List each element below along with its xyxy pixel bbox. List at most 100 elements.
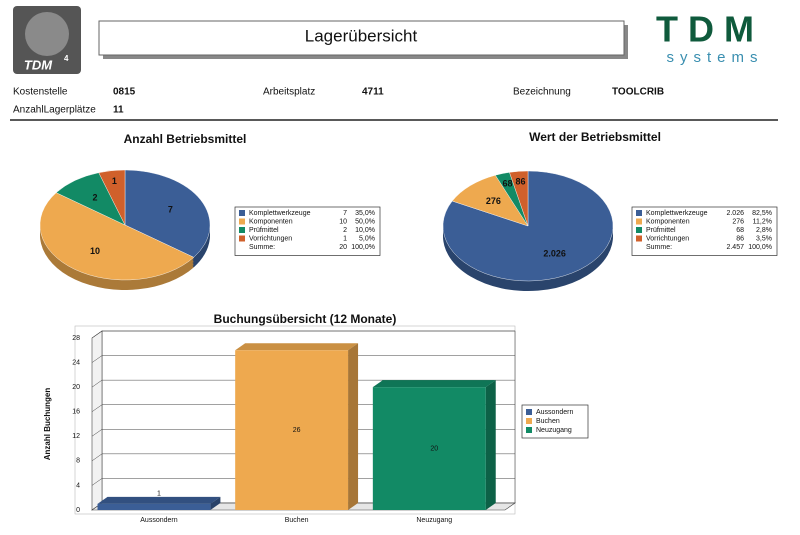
- legend-swatch: [526, 418, 532, 424]
- bar-side: [485, 380, 496, 510]
- y-tick-label: 4: [76, 482, 80, 489]
- y-tick-label: 28: [72, 335, 80, 342]
- legend-share: 2,8%: [756, 227, 772, 234]
- y-tick-label: 24: [72, 359, 80, 366]
- field-value: 0815: [113, 87, 136, 98]
- grid-line: [91, 330, 515, 339]
- legend-box: [521, 404, 589, 439]
- legend-share: 10,0%: [355, 227, 375, 234]
- slice-label: 2: [93, 193, 98, 203]
- legend-box: [631, 206, 778, 256]
- legend-label: Vorrichtungen: [646, 235, 689, 242]
- page-title: Lagerübersicht: [305, 26, 418, 45]
- legend-value: 68: [736, 227, 744, 234]
- legend-value: 7: [343, 210, 347, 217]
- y-tick-label: 16: [72, 409, 80, 416]
- logo-left-version: 4: [64, 54, 69, 63]
- legend-swatch: [636, 218, 642, 225]
- legend-label: Komponenten: [249, 218, 293, 225]
- slice-label: 2.026: [543, 249, 566, 259]
- legend-share: 5,0%: [359, 235, 375, 242]
- legend-label: Komplettwerkzeuge: [249, 210, 311, 217]
- legend-swatch: [239, 227, 245, 233]
- legend-label: Buchen: [536, 418, 560, 425]
- side-wall: [91, 330, 103, 511]
- bar-top: [235, 343, 359, 351]
- legend-label: Prüfmittel: [646, 227, 676, 234]
- x-tick-label: Aussondern: [140, 517, 177, 524]
- y-tick-label: 8: [76, 458, 80, 465]
- x-tick-label: Neuzugang: [416, 517, 452, 524]
- bar-side: [348, 343, 359, 510]
- chart-title: Wert der Betriebsmittel: [529, 130, 661, 144]
- legend-total-label: Summe:: [249, 244, 275, 251]
- legend-swatch: [636, 210, 642, 216]
- legend-label: Prüfmittel: [249, 227, 279, 234]
- logo-left-text: TDM: [24, 57, 53, 72]
- bar-top: [372, 380, 496, 388]
- grid-line: [91, 379, 515, 388]
- legend-share: 35,0%: [355, 210, 375, 217]
- x-tick-label: Buchen: [285, 517, 309, 524]
- y-tick-label: 20: [72, 384, 80, 391]
- bar: [97, 503, 211, 510]
- slice-label: 7: [168, 204, 173, 214]
- y-axis-label: Anzahl Buchungen: [43, 388, 52, 461]
- bar: [235, 350, 349, 510]
- legend-value: 2: [343, 227, 347, 234]
- bar-value-label: 1: [157, 491, 161, 498]
- field-value: 11: [113, 105, 124, 116]
- legend-swatch: [526, 427, 532, 433]
- legend-value: 1: [343, 235, 347, 242]
- field-value: 4711: [362, 87, 384, 98]
- legend-total-share: 100,0%: [351, 244, 375, 251]
- bar-side: [210, 496, 221, 510]
- logo-right: TDM: [656, 9, 764, 50]
- legend-share: 50,0%: [355, 218, 375, 225]
- legend-label: Neuzugang: [536, 427, 572, 434]
- legend-label: Aussondern: [536, 409, 573, 416]
- bar-top: [97, 496, 221, 504]
- title-box: [98, 20, 625, 56]
- bar-value-label: 20: [430, 445, 438, 452]
- slice-label: 68: [502, 178, 512, 188]
- field-value: TOOLCRIB: [612, 87, 664, 98]
- legend-box: [234, 206, 381, 256]
- field-label: Bezeichnung: [513, 87, 571, 98]
- legend-swatch: [239, 218, 245, 225]
- logo-face: [25, 12, 69, 56]
- legend-share: 11,2%: [753, 218, 772, 225]
- legend-share: 82,5%: [752, 210, 772, 217]
- legend-swatch: [239, 210, 245, 216]
- legend-swatch: [526, 409, 532, 415]
- field-label: Kostenstelle: [13, 87, 68, 98]
- field-label: Arbeitsplatz: [263, 87, 315, 98]
- y-tick-label: 0: [76, 507, 80, 514]
- slice-label: 276: [486, 196, 501, 206]
- bar: [372, 387, 486, 510]
- legend-total: 2.457: [726, 244, 744, 251]
- slice: [39, 192, 195, 281]
- legend-total: 20: [339, 244, 347, 251]
- legend-label: Komponenten: [646, 218, 690, 225]
- legend-value: 276: [732, 218, 744, 225]
- legend-value: 2.026: [726, 210, 744, 217]
- slice-label: 1: [112, 176, 117, 186]
- legend-value: 86: [736, 235, 744, 242]
- legend-label: Komplettwerkzeuge: [646, 210, 708, 217]
- legend-swatch: [636, 235, 642, 242]
- legend-share: 3,5%: [756, 235, 772, 242]
- slice-label: 86: [516, 177, 526, 187]
- legend-total-share: 100,0%: [748, 244, 772, 251]
- legend-total-label: Summe:: [646, 244, 672, 251]
- legend-swatch: [636, 227, 642, 233]
- slice: [98, 169, 126, 226]
- slice-label: 10: [90, 246, 100, 256]
- slice: [124, 169, 211, 258]
- chart-title: Buchungsübersicht (12 Monate): [214, 312, 397, 326]
- grid-line: [91, 355, 515, 363]
- chart-title: Anzahl Betriebsmittel: [124, 132, 247, 146]
- legend-label: Vorrichtungen: [249, 235, 292, 242]
